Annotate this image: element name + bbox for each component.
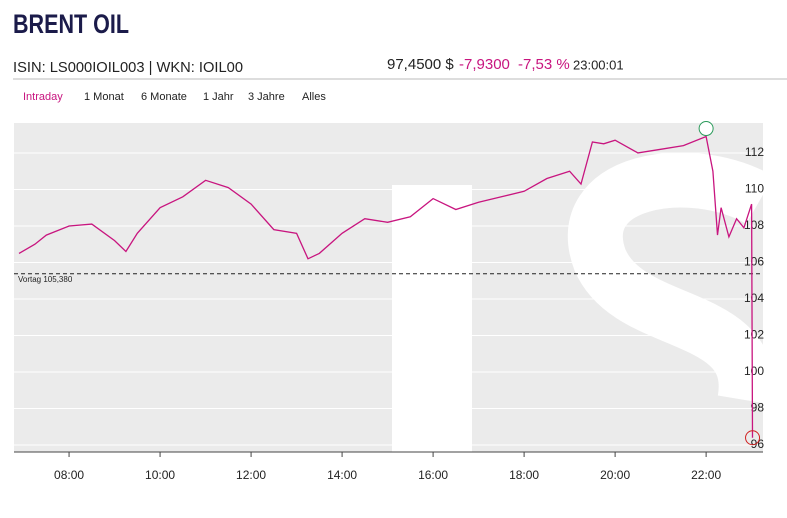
price: 97,4500 $ [387, 56, 454, 73]
low-marker [745, 430, 761, 446]
time: 23:00:01 [573, 57, 624, 72]
x-tick-label: 08:00 [54, 468, 84, 482]
tab[interactable]: Alles [302, 91, 326, 103]
x-tick-label: 10:00 [145, 468, 175, 482]
title: BRENT OIL [13, 9, 129, 39]
y-tick-label: 108 [744, 218, 764, 232]
tab[interactable]: 1 Jahr [203, 91, 234, 103]
tabs: Intraday 1 Monat 6 Monate 1 Jahr 3 Jahre Alle… [23, 91, 326, 103]
watermark [392, 185, 472, 452]
x-tick-label: 18:00 [509, 468, 539, 482]
y-tick-label: 102 [744, 328, 764, 342]
y-tick-label: 110 [745, 182, 764, 196]
x-tick-label: 22:00 [691, 468, 721, 482]
change: -7,9300 [459, 56, 510, 73]
x-tick-label: 14:00 [327, 468, 357, 482]
high-marker [698, 121, 714, 137]
price-line [18, 135, 754, 438]
tab[interactable]: 3 Jahre [248, 91, 285, 103]
reference-label: Vortag 105,380 [18, 275, 73, 284]
tab[interactable]: Intraday [23, 91, 63, 103]
y-tick-label: 112 [745, 145, 764, 159]
tab[interactable]: 1 Monat [84, 91, 124, 103]
x-tick-label: 20:00 [600, 468, 630, 482]
watermark [567, 152, 774, 405]
x-tick-label: 16:00 [418, 468, 448, 482]
plot: 96 98 100 102 104 106 108 110 112 08:00 10:00 12:00… [14, 121, 765, 482]
y-tick-label: 106 [744, 255, 764, 269]
tab[interactable]: 6 Monate [141, 91, 187, 103]
y-tick-label: 104 [744, 291, 764, 305]
y-tick-label: 96 [751, 437, 765, 451]
identifiers: ISIN: LS000IOIL003 | WKN: IOIL00 [13, 59, 243, 76]
x-tick-label: 12:00 [236, 468, 266, 482]
y-tick-label: 98 [751, 401, 765, 415]
y-tick-label: 100 [744, 364, 764, 378]
change-pct: -7,53 % [518, 56, 570, 73]
